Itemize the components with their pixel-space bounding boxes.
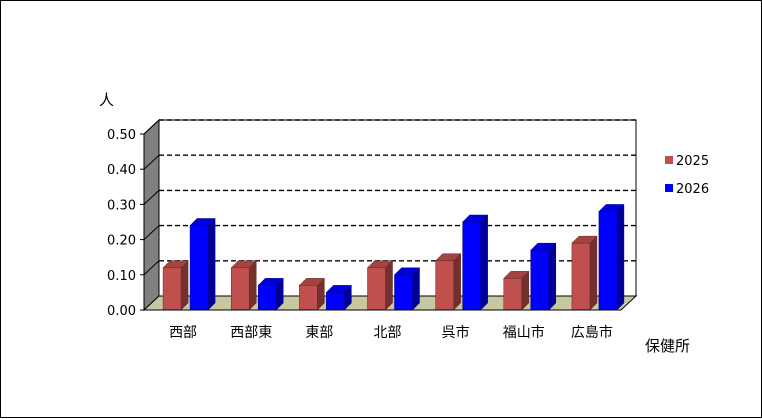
bar-front bbox=[257, 285, 277, 311]
bar-2026-北部 bbox=[393, 267, 421, 311]
y-axis-unit-label: 人 bbox=[99, 91, 114, 109]
bar-2026-福山市 bbox=[530, 242, 557, 311]
x-tick-label: 西部 bbox=[169, 325, 197, 341]
y-tick-label: 0.10 bbox=[107, 269, 136, 284]
bar-side bbox=[453, 253, 461, 311]
legend: 2025 2026 bbox=[665, 154, 709, 197]
x-tick-label: 北部 bbox=[374, 325, 402, 341]
x-tick-label: 広島市 bbox=[571, 324, 613, 341]
bar-2025-西部東 bbox=[230, 260, 257, 311]
legend-label: 2026 bbox=[676, 182, 709, 197]
bar-front bbox=[367, 267, 386, 311]
bar-side bbox=[616, 203, 625, 311]
gridline-side bbox=[143, 119, 160, 135]
y-tick-label: 0.50 bbox=[107, 128, 136, 143]
y-tick-label: 0.40 bbox=[107, 163, 136, 178]
bar-front bbox=[394, 274, 413, 311]
gridline-side bbox=[143, 225, 160, 240]
legend-swatch bbox=[665, 156, 673, 164]
gridline-side bbox=[143, 190, 160, 205]
bar-front bbox=[503, 278, 523, 311]
bar-2026-東部 bbox=[325, 284, 352, 311]
bar-2025-呉市 bbox=[435, 253, 462, 311]
bar-front bbox=[571, 242, 591, 311]
x-tick-label: 福山市 bbox=[503, 324, 545, 341]
bar-front bbox=[299, 285, 318, 311]
bar-2025-広島市 bbox=[571, 235, 598, 311]
bar-side bbox=[412, 267, 420, 311]
y-tick-label: 0.20 bbox=[107, 234, 136, 249]
bar-side bbox=[548, 242, 557, 311]
bar-2025-西部 bbox=[162, 260, 189, 311]
y-tick-label: 0.30 bbox=[107, 198, 136, 213]
bar-side bbox=[589, 235, 598, 311]
gridline-side bbox=[143, 260, 160, 276]
bars bbox=[162, 203, 625, 311]
bar-front bbox=[598, 211, 618, 311]
bar-front bbox=[326, 292, 345, 311]
bar-2025-福山市 bbox=[503, 270, 530, 311]
legend-label: 2025 bbox=[676, 154, 709, 169]
x-tick-label: 呉市 bbox=[442, 324, 470, 341]
bar-front bbox=[462, 221, 481, 311]
bar-front bbox=[162, 267, 182, 311]
bar-2026-広島市 bbox=[598, 203, 625, 311]
side-wall bbox=[143, 118, 160, 312]
legend-swatch bbox=[665, 184, 673, 192]
y-axis: 0.00 0.10 0.20 0.30 0.40 0.50 bbox=[107, 128, 145, 319]
y-tick-label: 0.00 bbox=[107, 304, 136, 319]
bar-2025-東部 bbox=[298, 277, 325, 311]
bar-front bbox=[230, 267, 250, 311]
bar-side bbox=[207, 217, 216, 311]
x-axis: 西部 西部東 東部 北部 呉市 福山市 広島市 bbox=[144, 309, 621, 341]
bar-side bbox=[180, 260, 189, 311]
bar-front bbox=[530, 249, 550, 311]
bar-2025-北部 bbox=[366, 260, 394, 311]
bar-side bbox=[248, 260, 257, 311]
bar-front bbox=[189, 225, 209, 311]
x-tick-label: 東部 bbox=[305, 325, 333, 341]
bar-2026-西部東 bbox=[257, 277, 284, 311]
bar-front bbox=[435, 260, 454, 311]
x-tick-label: 西部東 bbox=[230, 325, 272, 341]
bar-side bbox=[385, 260, 393, 311]
bar-2026-呉市 bbox=[462, 214, 489, 311]
back-wall bbox=[158, 119, 637, 297]
bar-side bbox=[480, 214, 488, 311]
gridline-side bbox=[143, 154, 160, 170]
bar-2026-西部 bbox=[189, 217, 216, 311]
x-axis-title: 保健所 bbox=[645, 337, 690, 355]
gridlines bbox=[143, 119, 636, 276]
